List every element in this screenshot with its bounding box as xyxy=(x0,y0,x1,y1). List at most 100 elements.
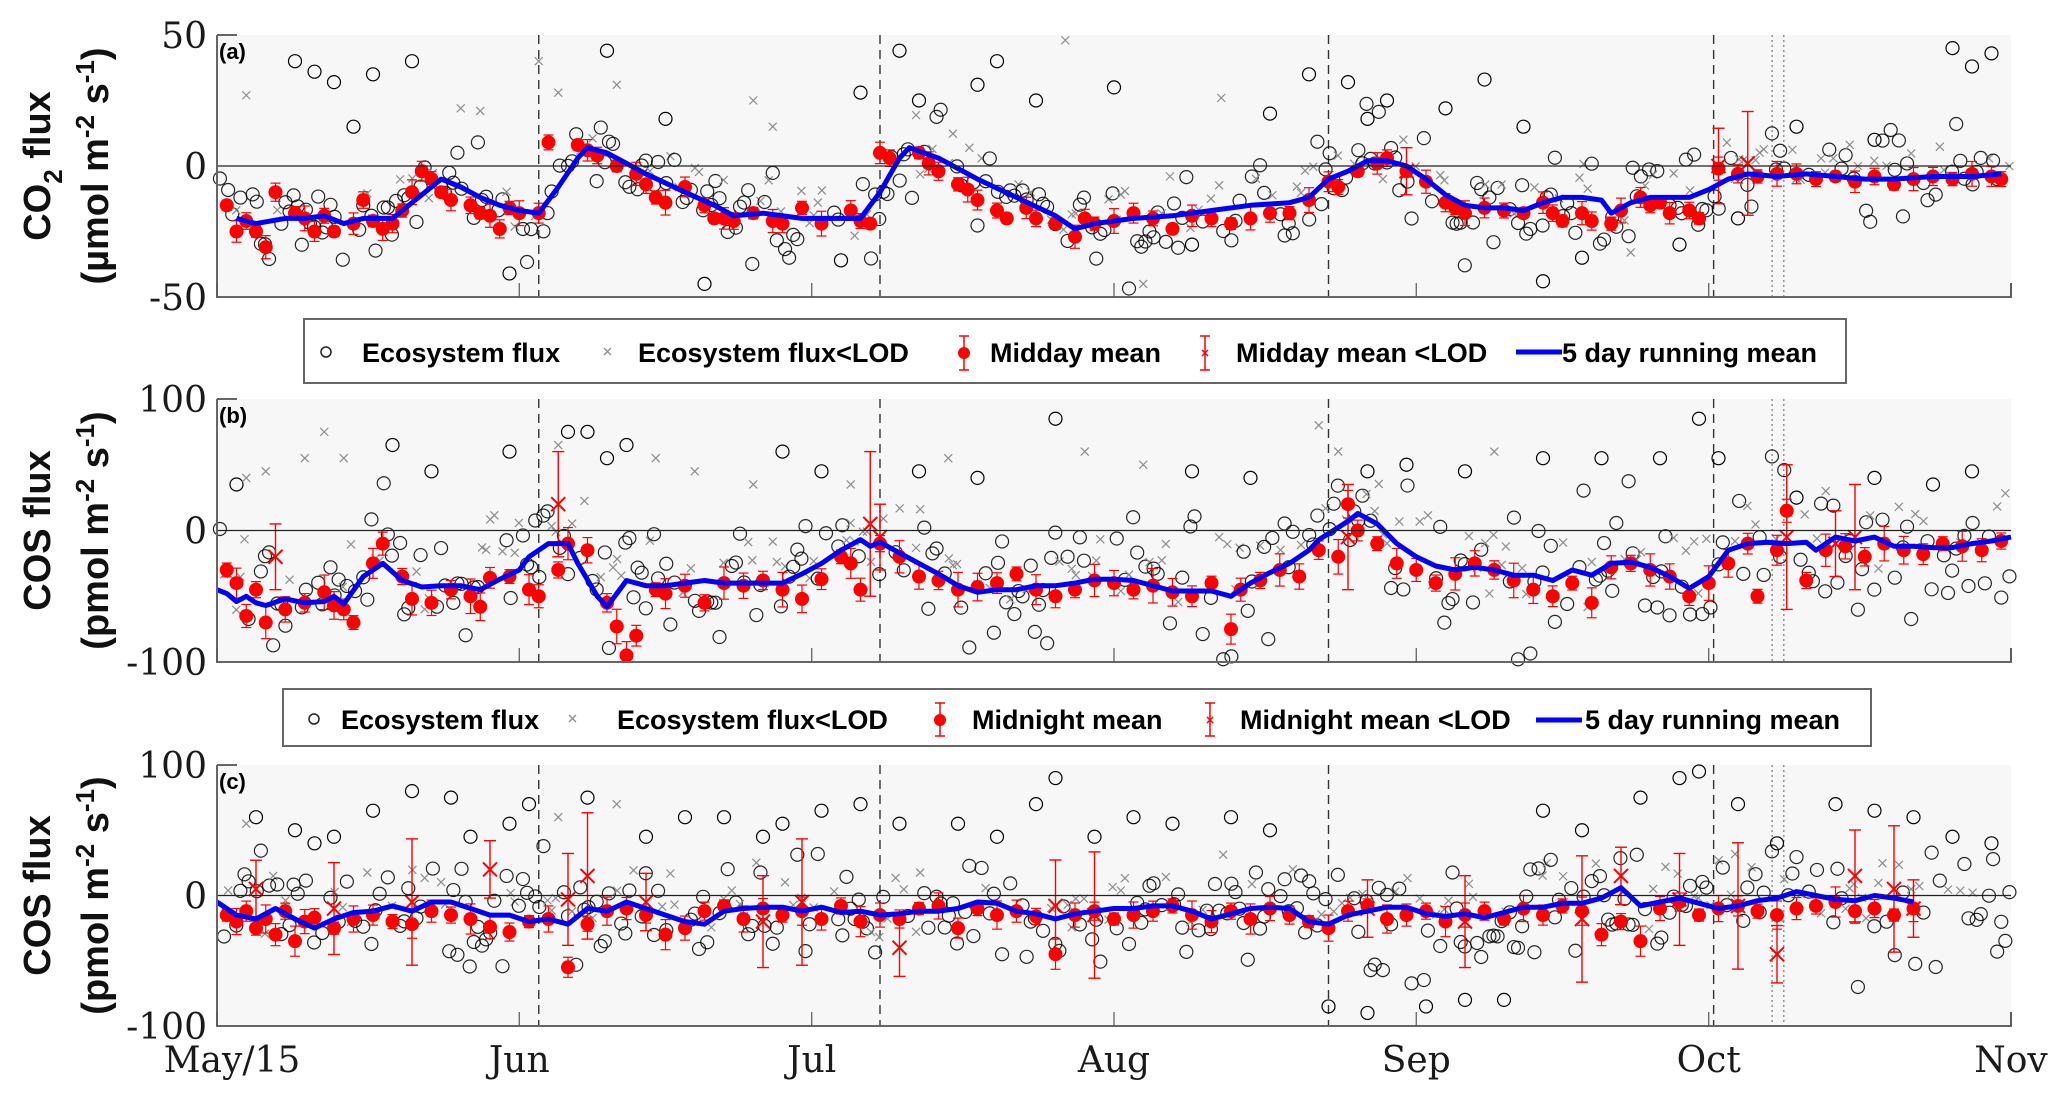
flux-lod-point xyxy=(1218,850,1228,860)
flux-point xyxy=(929,541,944,556)
mean-point xyxy=(551,562,566,577)
flux-point xyxy=(989,829,1005,844)
flux-point xyxy=(1516,119,1531,134)
mean-point xyxy=(424,595,439,610)
flux-point xyxy=(1216,652,1231,667)
flux-point xyxy=(724,558,739,574)
flux-lod-point xyxy=(1489,447,1499,457)
flux-point xyxy=(1793,552,1808,567)
flux-point xyxy=(1691,411,1707,426)
flux-point xyxy=(1396,582,1411,597)
flux-point xyxy=(1150,566,1165,581)
mean-point xyxy=(1867,901,1882,916)
y-tick-label: 0 xyxy=(184,147,207,188)
mean-point xyxy=(483,919,497,934)
flux-lod-point xyxy=(1300,166,1310,176)
flux-point xyxy=(1085,932,1100,947)
mean-point xyxy=(921,156,936,171)
flux-lod-point xyxy=(1296,188,1306,198)
flux-point xyxy=(1785,866,1800,881)
flux-point xyxy=(1184,464,1200,479)
flux-lod-point xyxy=(1116,886,1126,895)
mean-point xyxy=(1224,622,1238,637)
flux-lod-point xyxy=(1173,597,1183,607)
flux-lod-point xyxy=(727,886,737,895)
flux-point xyxy=(1187,509,1202,524)
flux-point xyxy=(1957,856,1972,872)
mean-point xyxy=(1409,562,1424,577)
flux-point xyxy=(2002,569,2017,584)
flux-point xyxy=(1240,603,1255,618)
flux-point xyxy=(855,176,870,192)
flux-point xyxy=(966,928,981,944)
flux-point xyxy=(818,526,834,541)
flux-point xyxy=(1867,470,1882,485)
mean-point xyxy=(414,164,429,179)
mean-point xyxy=(268,927,283,942)
flux-point xyxy=(659,556,674,571)
flux-lod-point xyxy=(1583,184,1593,194)
flux-point xyxy=(634,565,649,580)
flux-point xyxy=(1262,823,1278,838)
flux-point xyxy=(911,464,927,479)
flux-point xyxy=(1830,861,1845,876)
mean-point xyxy=(356,193,371,208)
panel-b-running-mean-line xyxy=(216,510,2012,610)
flux-point xyxy=(1360,111,1375,126)
y-axis-label-line2: (pmol m-2 s-1) xyxy=(70,776,117,1014)
y-tick-label: 50 xyxy=(161,16,207,57)
flux-point xyxy=(1437,615,1452,630)
flux-point xyxy=(360,592,375,607)
x-tick-labels: May/15 Jun Jul Aug Sep Oct Nov xyxy=(164,1040,2049,1081)
legend-entry: Ecosystem flux<LOD xyxy=(638,338,909,368)
flux-point xyxy=(1134,239,1149,254)
flux-point xyxy=(599,451,615,466)
mean-point xyxy=(405,185,419,200)
flux-lod-point xyxy=(817,185,827,195)
flux-point xyxy=(1568,225,1583,240)
flux-point xyxy=(970,218,985,233)
flux-point xyxy=(1965,515,1980,531)
lod-mean-point xyxy=(1740,155,1756,172)
flux-point xyxy=(982,151,997,166)
mean-point xyxy=(1399,908,1414,923)
y-axis-label-line1: COS flux xyxy=(17,450,59,610)
flux-point xyxy=(618,535,633,550)
flux-point xyxy=(323,560,338,575)
mean-point xyxy=(1204,576,1219,591)
mean-point xyxy=(882,151,897,166)
flux-lod-point xyxy=(768,537,778,547)
flux-point xyxy=(1076,553,1092,568)
mean-point xyxy=(1165,221,1180,236)
flux-point xyxy=(229,477,244,492)
flux-point xyxy=(921,920,936,935)
mean-point xyxy=(502,925,517,940)
flux-point xyxy=(1964,464,1980,479)
flux-point xyxy=(593,938,608,954)
flux-point xyxy=(1822,142,1837,157)
mean-point xyxy=(775,582,790,597)
mean-point xyxy=(463,198,478,213)
flux-point xyxy=(1609,515,1624,531)
mean-point xyxy=(1204,211,1219,226)
mean-point xyxy=(1536,908,1550,923)
flux-point xyxy=(1277,872,1292,887)
legend-entry: Midday mean <LOD xyxy=(1236,338,1487,368)
flux-point xyxy=(536,508,551,523)
flux-lod-point xyxy=(567,906,577,916)
mean-point xyxy=(561,960,575,975)
flux-lod-point xyxy=(1751,519,1760,529)
mean-point xyxy=(258,240,273,255)
mean-point xyxy=(492,221,507,236)
legend-errorbar-dot-icon xyxy=(958,335,970,371)
flux-lod-point xyxy=(1685,186,1695,195)
flux-point xyxy=(1072,197,1087,212)
y-tick-label: 0 xyxy=(184,877,207,918)
flux-point xyxy=(1285,226,1300,241)
flux-point xyxy=(401,881,416,896)
flux-point xyxy=(450,947,465,962)
flux-point xyxy=(1977,576,1992,591)
flux-point xyxy=(994,534,1010,549)
flux-point xyxy=(2002,885,2017,900)
flux-point xyxy=(1625,160,1640,175)
